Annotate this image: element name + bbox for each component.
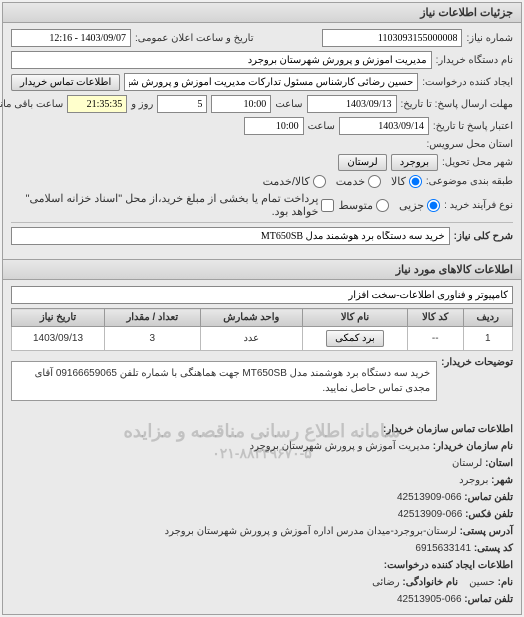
valid-hour-input[interactable]	[244, 117, 304, 135]
valid-label: اعتبار پاسخ تا تاریخ:	[433, 121, 513, 132]
cell-unit: عدد	[200, 327, 302, 351]
days-input[interactable]	[157, 95, 207, 113]
radio-low-label: جزیی	[399, 199, 424, 212]
deadline-label: مهلت ارسال پاسخ: تا تاریخ:	[401, 99, 513, 110]
lname-value: رضائی	[372, 577, 400, 588]
delivery-city-label: شهر محل تحویل:	[442, 157, 513, 168]
cell-row: 1	[463, 327, 512, 351]
contact-title: اطلاعات تماس سازمان خریدار:	[383, 424, 513, 435]
table-header-row: ردیف کد کالا نام کالا واحد شمارش تعداد /…	[12, 309, 513, 327]
cphone-label: تلفن تماس:	[464, 594, 513, 605]
cell-code: --	[407, 327, 463, 351]
radio-kala-input[interactable]	[409, 175, 422, 188]
buyer-device-input[interactable]	[11, 51, 432, 69]
lorestan-button[interactable]: لرستان	[338, 154, 386, 171]
creator-title: اطلاعات ایجاد کننده درخواست:	[384, 560, 513, 571]
form-area: شماره نیاز: تاریخ و ساعت اعلان عمومی: نا…	[3, 23, 521, 255]
addr-label: آدرس پستی:	[460, 526, 513, 537]
contact-info-button[interactable]: اطلاعات تماس خریدار	[11, 74, 120, 91]
buyer-device-label: نام دستگاه خریدار:	[436, 55, 513, 66]
lname-label: نام خانوادگی:	[402, 577, 458, 588]
type-radio-group: کالا خدمت کالا/خدمت	[263, 175, 422, 188]
table-row[interactable]: 1 -- برد کمکی عدد 3 1403/09/13	[12, 327, 513, 351]
radio-med[interactable]: متوسط	[338, 199, 389, 212]
group-label: طبقه بندی موضوعی:	[426, 176, 513, 187]
borujerd-button[interactable]: بروجرد	[391, 154, 438, 171]
creator-label: ایجاد کننده درخواست:	[422, 77, 513, 88]
col-name: نام کالا	[303, 309, 408, 327]
deadline-hour-input[interactable]	[211, 95, 271, 113]
radio-service-label: خدمت	[336, 175, 365, 188]
radio-med-input[interactable]	[376, 199, 389, 212]
help-button[interactable]: برد کمکی	[326, 330, 384, 347]
col-date: تاریخ نیاز	[12, 309, 105, 327]
col-code: کد کالا	[407, 309, 463, 327]
zip-label: کد پستی:	[474, 543, 513, 554]
org-label: نام سازمان خریدار:	[433, 441, 513, 452]
phone-label: تلفن تماس:	[464, 492, 513, 503]
desc-label: شرح کلی نیاز:	[454, 231, 513, 242]
province-value: لرستان	[452, 458, 482, 469]
desc-input[interactable]	[11, 227, 450, 245]
radio-kala-label: کالا	[391, 175, 406, 188]
buytype-radio-group: جزیی متوسط	[338, 199, 440, 212]
buyer-note-label: توضیحات خریدار:	[441, 357, 513, 368]
radio-both[interactable]: کالا/خدمت	[263, 175, 326, 188]
items-section-title: اطلاعات کالاهای مورد نیاز	[3, 259, 521, 280]
cphone-value: 066-42513905	[397, 594, 462, 605]
req-no-label: شماره نیاز:	[466, 33, 513, 44]
cell-date: 1403/09/13	[12, 327, 105, 351]
fax-value: 066-42513909	[398, 509, 463, 520]
panel-title: جزئیات اطلاعات نیاز	[3, 3, 521, 23]
deadline-date-input[interactable]	[307, 95, 397, 113]
pub-date-input[interactable]	[11, 29, 131, 47]
items-table: ردیف کد کالا نام کالا واحد شمارش تعداد /…	[11, 308, 513, 351]
group-input[interactable]	[11, 286, 513, 304]
buy-type-label: نوع فرآیند خرید :	[444, 200, 513, 211]
phone-value: 066-42513909	[397, 492, 462, 503]
pay-note: پرداخت تمام یا بخشی از مبلغ خرید،از محل …	[11, 192, 318, 218]
pay-check[interactable]: پرداخت تمام یا بخشی از مبلغ خرید،از محل …	[11, 192, 334, 218]
details-panel: جزئیات اطلاعات نیاز شماره نیاز: تاریخ و …	[2, 2, 522, 615]
org-value: مدیریت آموزش و پرورش شهرستان بروجرد	[250, 441, 430, 452]
zip-value: 6915633141	[415, 543, 471, 554]
addr-value: لرستان-بروجرد-میدان مدرس اداره آموزش و پ…	[165, 526, 457, 537]
hour-label-2: ساعت	[308, 121, 335, 132]
cell-qty: 3	[105, 327, 201, 351]
buyer-note-text: خرید سه دستگاه برد هوشمند مدل MT650SB جه…	[11, 361, 437, 401]
hour-label-1: ساعت	[275, 99, 302, 110]
name-label: نام:	[498, 577, 513, 588]
col-row: ردیف	[463, 309, 512, 327]
creator-input[interactable]	[124, 73, 418, 91]
fax-label: تلفن فکس:	[465, 509, 513, 520]
req-no-input[interactable]	[322, 29, 462, 47]
radio-med-label: متوسط	[338, 199, 373, 212]
radio-kala[interactable]: کالا	[391, 175, 422, 188]
radio-both-input[interactable]	[313, 175, 326, 188]
valid-date-input[interactable]	[339, 117, 429, 135]
radio-low[interactable]: جزیی	[399, 199, 440, 212]
service-city-label: استان محل سرویس:	[426, 139, 513, 150]
remain-label: ساعت باقی مانده	[0, 99, 63, 110]
radio-low-input[interactable]	[427, 199, 440, 212]
pub-date-label: تاریخ و ساعت اعلان عمومی:	[135, 33, 254, 44]
radio-both-label: کالا/خدمت	[263, 175, 310, 188]
radio-service[interactable]: خدمت	[336, 175, 381, 188]
day-label: روز و	[131, 99, 153, 110]
col-qty: تعداد / مقدار	[105, 309, 201, 327]
pay-check-input[interactable]	[321, 199, 334, 212]
city-value: بروجرد	[459, 475, 488, 486]
remain-time-input[interactable]	[67, 95, 127, 113]
province-label: استان:	[485, 458, 513, 469]
col-unit: واحد شمارش	[200, 309, 302, 327]
contact-section: سامانه اطلاع رسانی مناقصه و مزایده ۰۲۱-۸…	[3, 415, 521, 614]
cell-name: برد کمکی	[303, 327, 408, 351]
name-value: حسین	[469, 577, 495, 588]
radio-service-input[interactable]	[368, 175, 381, 188]
city-label: شهر:	[491, 475, 513, 486]
